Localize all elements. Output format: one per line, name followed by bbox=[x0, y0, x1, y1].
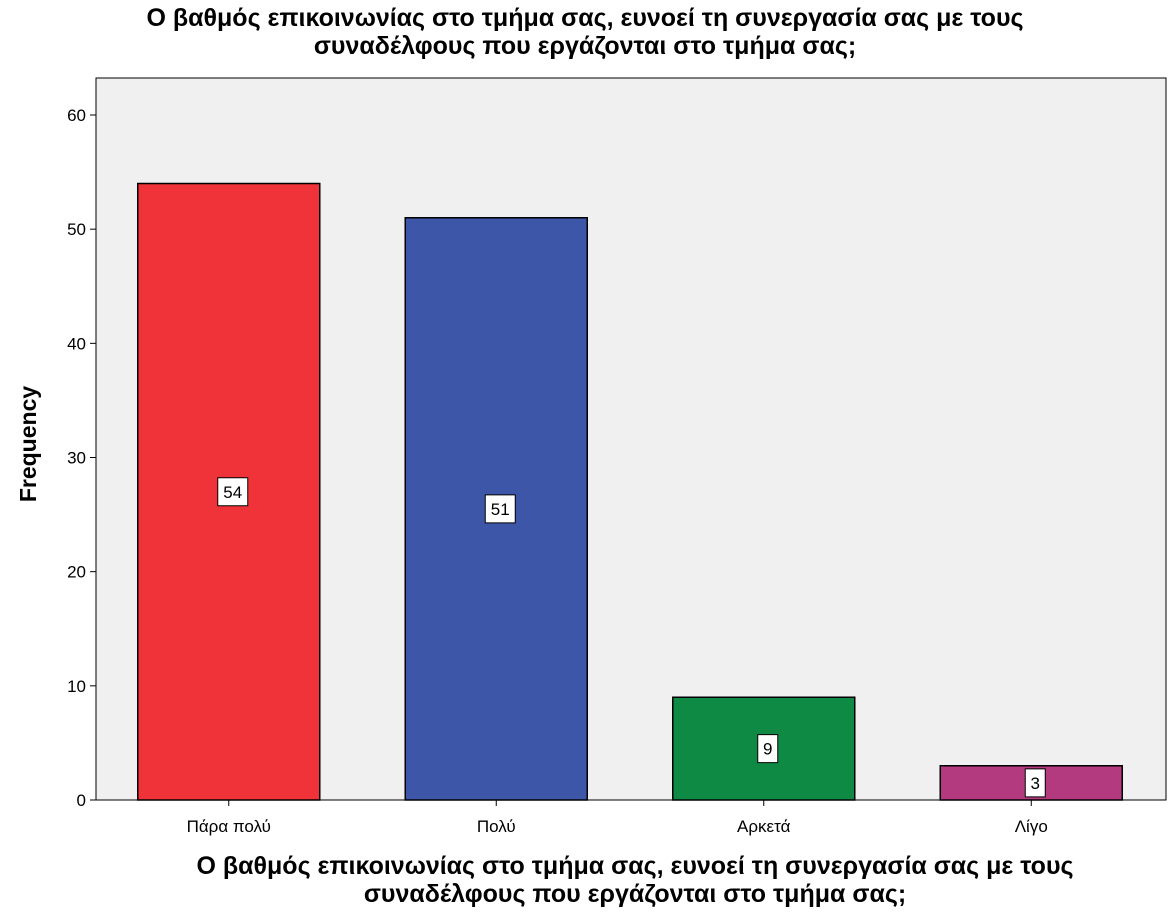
y-axis-title: Frequency bbox=[15, 386, 41, 503]
data-label: 51 bbox=[491, 500, 510, 519]
x-tick-label: Πολύ bbox=[477, 817, 516, 836]
y-tick-label: 60 bbox=[67, 106, 86, 125]
x-axis-ticks: Πάρα πολύ Πολύ Αρκετά Λίγο bbox=[187, 800, 1048, 836]
chart-title: Ο βαθμός επικοινωνίας στο τμήμα σας, ευν… bbox=[146, 4, 1024, 60]
y-axis-ticks: 0 10 20 30 40 50 60 bbox=[67, 106, 96, 810]
data-label: 54 bbox=[223, 483, 242, 502]
data-label: 9 bbox=[763, 740, 772, 759]
y-tick-label: 10 bbox=[67, 677, 86, 696]
x-axis-title: Ο βαθμός επικοινωνίας στο τμήμα σας, ευν… bbox=[196, 852, 1074, 908]
data-label-box bbox=[757, 734, 779, 764]
x-tick-label: Πάρα πολύ bbox=[187, 817, 271, 836]
y-tick-label: 0 bbox=[77, 791, 86, 810]
y-tick-label: 50 bbox=[67, 220, 86, 239]
bars: 54 51 9 3 bbox=[137, 182, 1123, 801]
data-label-box bbox=[484, 494, 516, 524]
x-tick-label: Λίγο bbox=[1015, 817, 1048, 836]
y-tick-label: 20 bbox=[67, 563, 86, 582]
data-label: 3 bbox=[1031, 774, 1040, 793]
y-tick-label: 40 bbox=[67, 334, 86, 353]
data-label-box bbox=[217, 477, 249, 507]
x-tick-label: Αρκετά bbox=[737, 817, 791, 836]
data-label-box bbox=[1024, 768, 1046, 798]
y-tick-label: 30 bbox=[67, 449, 86, 468]
